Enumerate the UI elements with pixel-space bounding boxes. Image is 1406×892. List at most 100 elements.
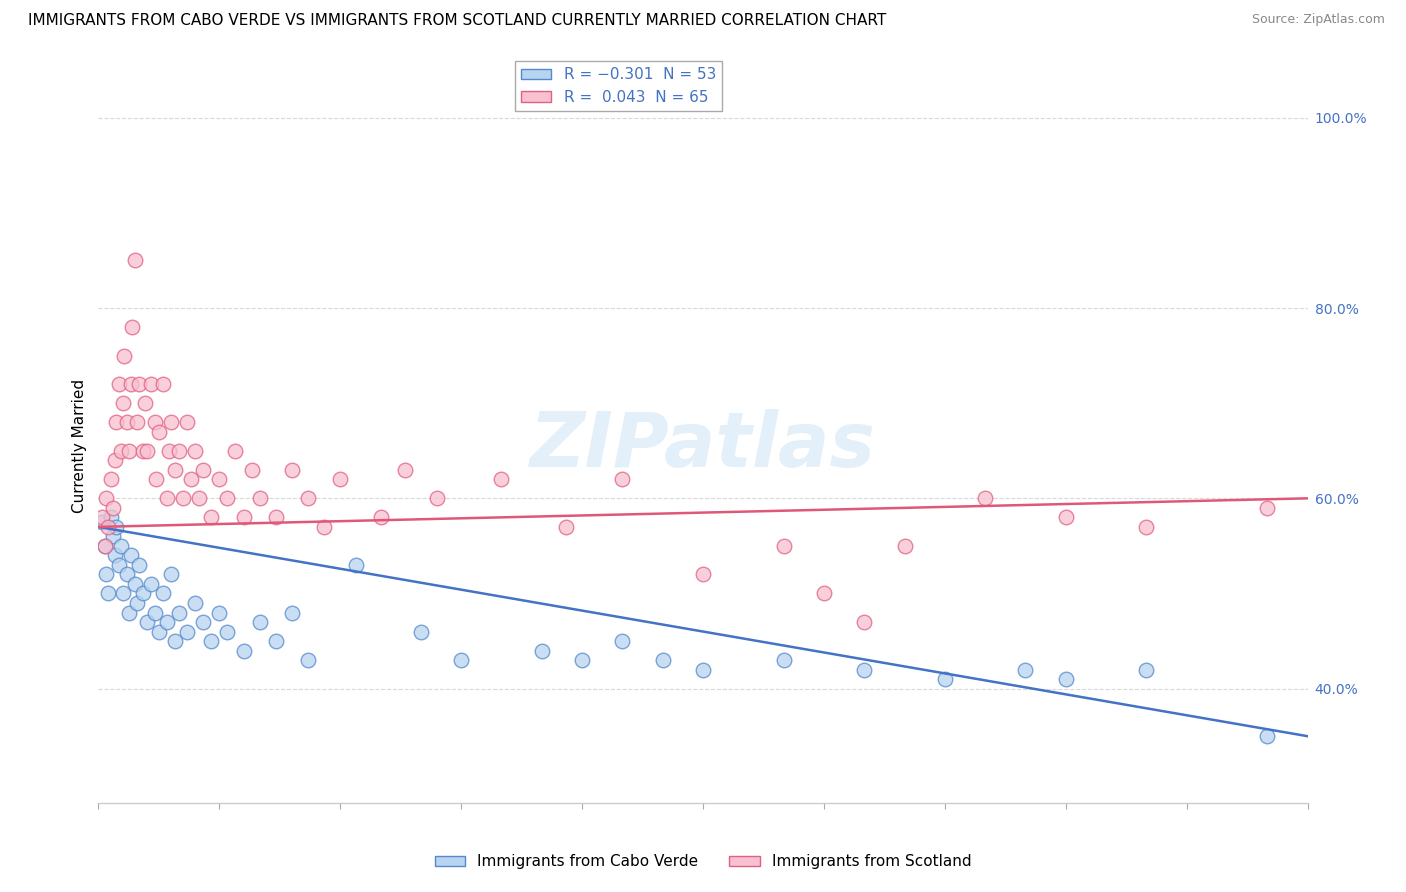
Point bbox=[132, 443, 155, 458]
Point bbox=[96, 491, 118, 506]
Point bbox=[249, 491, 271, 506]
Legend: Immigrants from Cabo Verde, Immigrants from Scotland: Immigrants from Cabo Verde, Immigrants f… bbox=[429, 848, 977, 875]
Point bbox=[152, 586, 174, 600]
Point bbox=[934, 672, 956, 686]
Point bbox=[176, 624, 198, 639]
Point bbox=[612, 472, 634, 486]
Point bbox=[1014, 663, 1036, 677]
Point bbox=[128, 377, 150, 392]
Point bbox=[124, 577, 146, 591]
Point bbox=[1135, 663, 1157, 677]
Y-axis label: Currently Married: Currently Married bbox=[72, 379, 87, 513]
Point bbox=[100, 472, 122, 486]
Point bbox=[91, 510, 114, 524]
Point bbox=[217, 491, 239, 506]
Point bbox=[152, 377, 174, 392]
Point bbox=[111, 586, 134, 600]
Point bbox=[426, 491, 449, 506]
Point bbox=[143, 606, 166, 620]
Point bbox=[208, 472, 231, 486]
Point bbox=[135, 443, 157, 458]
Point bbox=[297, 653, 319, 667]
Point bbox=[127, 596, 149, 610]
Point bbox=[115, 415, 138, 429]
Point bbox=[101, 500, 124, 515]
Point bbox=[188, 491, 211, 506]
Point bbox=[370, 510, 392, 524]
Point bbox=[94, 539, 117, 553]
Point bbox=[145, 472, 167, 486]
Point bbox=[132, 586, 155, 600]
Point bbox=[394, 463, 416, 477]
Point bbox=[1054, 672, 1077, 686]
Point bbox=[96, 567, 118, 582]
Point bbox=[97, 520, 120, 534]
Point bbox=[143, 415, 166, 429]
Point bbox=[156, 491, 179, 506]
Point bbox=[249, 615, 271, 629]
Point bbox=[103, 453, 125, 467]
Point bbox=[450, 653, 472, 667]
Point bbox=[107, 558, 129, 572]
Point bbox=[184, 443, 207, 458]
Point bbox=[217, 624, 239, 639]
Point bbox=[612, 634, 634, 648]
Point bbox=[1054, 510, 1077, 524]
Point bbox=[112, 349, 135, 363]
Point bbox=[105, 520, 128, 534]
Point bbox=[772, 653, 794, 667]
Point bbox=[264, 510, 287, 524]
Point bbox=[200, 634, 222, 648]
Point bbox=[1256, 729, 1278, 743]
Point bbox=[115, 567, 138, 582]
Point bbox=[974, 491, 997, 506]
Point bbox=[853, 663, 876, 677]
Point bbox=[193, 463, 215, 477]
Point bbox=[232, 643, 254, 657]
Point bbox=[281, 463, 304, 477]
Point bbox=[240, 463, 263, 477]
Point bbox=[180, 472, 202, 486]
Point bbox=[193, 615, 215, 629]
Point bbox=[120, 549, 142, 563]
Point bbox=[344, 558, 367, 572]
Point bbox=[1256, 500, 1278, 515]
Point bbox=[160, 567, 183, 582]
Point bbox=[281, 606, 304, 620]
Point bbox=[555, 520, 578, 534]
Text: Source: ZipAtlas.com: Source: ZipAtlas.com bbox=[1251, 13, 1385, 27]
Point bbox=[491, 472, 513, 486]
Point bbox=[97, 586, 120, 600]
Point bbox=[124, 253, 146, 268]
Point bbox=[139, 377, 162, 392]
Point bbox=[893, 539, 915, 553]
Text: ZIPatlas: ZIPatlas bbox=[530, 409, 876, 483]
Point bbox=[127, 415, 149, 429]
Point bbox=[200, 510, 222, 524]
Point bbox=[103, 549, 125, 563]
Point bbox=[156, 615, 179, 629]
Point bbox=[120, 377, 142, 392]
Legend: R = −0.301  N = 53, R =  0.043  N = 65: R = −0.301 N = 53, R = 0.043 N = 65 bbox=[515, 62, 723, 111]
Point bbox=[314, 520, 336, 534]
Point bbox=[157, 443, 180, 458]
Text: IMMIGRANTS FROM CABO VERDE VS IMMIGRANTS FROM SCOTLAND CURRENTLY MARRIED CORRELA: IMMIGRANTS FROM CABO VERDE VS IMMIGRANTS… bbox=[28, 13, 886, 29]
Point bbox=[167, 606, 190, 620]
Point bbox=[101, 529, 124, 543]
Point bbox=[91, 515, 114, 529]
Point bbox=[128, 558, 150, 572]
Point bbox=[160, 415, 183, 429]
Point bbox=[163, 634, 186, 648]
Point bbox=[571, 653, 593, 667]
Point bbox=[94, 539, 117, 553]
Point bbox=[134, 396, 156, 410]
Point bbox=[172, 491, 194, 506]
Point bbox=[264, 634, 287, 648]
Point bbox=[118, 606, 141, 620]
Point bbox=[184, 596, 207, 610]
Point bbox=[163, 463, 186, 477]
Point bbox=[100, 510, 122, 524]
Point bbox=[1135, 520, 1157, 534]
Point bbox=[813, 586, 835, 600]
Point bbox=[692, 567, 714, 582]
